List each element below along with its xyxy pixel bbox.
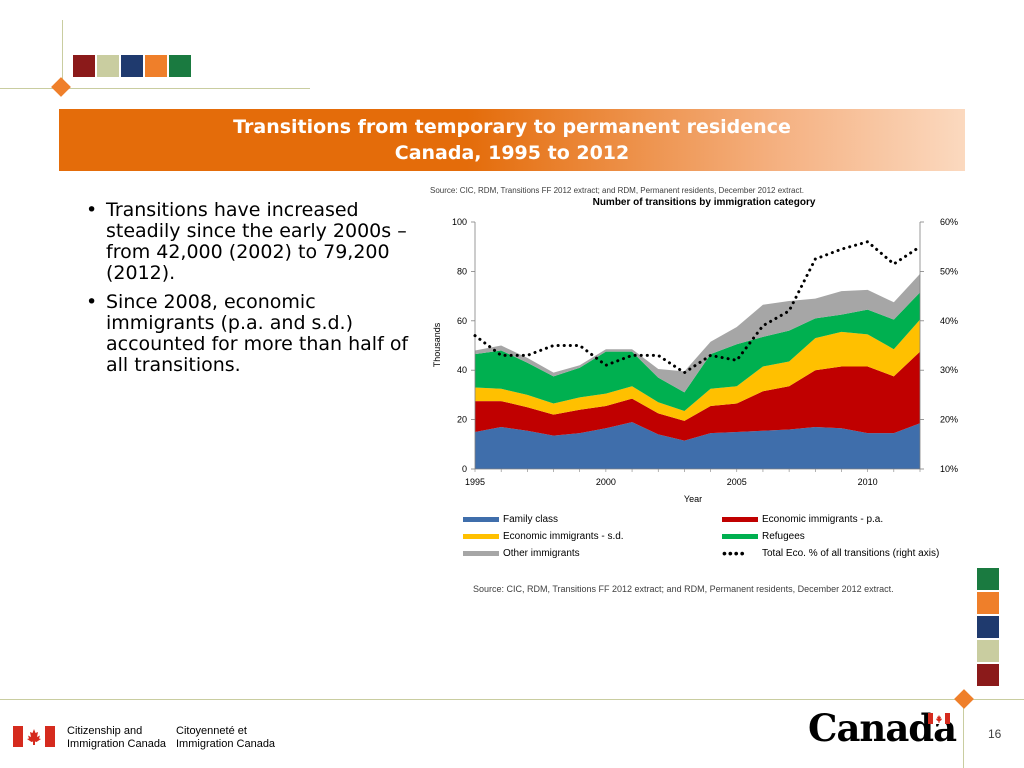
area-series-other [475, 273, 920, 393]
y-axis-label: Thousands [432, 322, 442, 367]
dept-name-fr-line1: Citoyenneté et [176, 725, 247, 737]
x-axis-label: Year [684, 494, 702, 504]
y-tick-label: 40 [457, 365, 467, 375]
legend-swatch-eco-share: •••• [722, 545, 746, 561]
color-square-1 [73, 55, 95, 77]
x-tick-label: 2010 [858, 477, 878, 487]
dept-name-en-line2: Immigration Canada [67, 738, 167, 750]
legend-swatch-eco-sd [463, 533, 499, 539]
y-tick-label: 60 [457, 316, 467, 326]
top-horizontal-rule [0, 88, 310, 89]
top-vertical-rule [62, 20, 63, 86]
legend-item-eco-share: •••• Total Eco. % of all transitions (ri… [722, 546, 939, 560]
legend-item-other: Other immigrants [463, 546, 580, 560]
legend-item-family: Family class [463, 512, 558, 526]
wordmark-flag-icon [928, 713, 950, 724]
area-series-family [475, 422, 920, 469]
bullet-text: Transitions have increased steadily sinc… [106, 199, 407, 284]
side-square-3 [977, 616, 999, 638]
y2-tick-label: 60% [940, 217, 958, 227]
x-tick-label: 2005 [727, 477, 747, 487]
chart-title: Number of transitions by immigration cat… [593, 197, 816, 208]
legend-swatch-family [463, 516, 499, 522]
legend-swatch-other [463, 550, 499, 556]
y2-tick-label: 50% [940, 266, 958, 276]
chart-bottom-source-note: Source: CIC, RDM, Transitions FF 2012 ex… [473, 584, 894, 594]
bottom-horizontal-rule [0, 699, 1024, 700]
bottom-diamond [954, 689, 974, 709]
color-square-5 [169, 55, 191, 77]
y-tick-label: 0 [462, 464, 467, 474]
legend-label-eco-pa: Economic immigrants - p.a. [762, 513, 884, 525]
dept-name-en-line1: Citizenship and [67, 725, 143, 737]
color-square-4 [145, 55, 167, 77]
chart-top-source-note: Source: CIC, RDM, Transitions FF 2012 ex… [430, 186, 804, 195]
legend-label-eco-sd: Economic immigrants - s.d. [503, 530, 624, 542]
canada-flag-icon [13, 726, 55, 747]
legend-item-eco-pa: Economic immigrants - p.a. [722, 512, 883, 526]
bullet-text: Since 2008, economic immigrants (p.a. an… [106, 291, 409, 376]
legend-label-other: Other immigrants [503, 547, 580, 559]
side-square-4 [977, 640, 999, 662]
y2-tick-label: 40% [940, 316, 958, 326]
slide-title-banner: Transitions from temporary to permanent … [59, 109, 965, 171]
color-square-2 [97, 55, 119, 77]
y-tick-label: 80 [457, 266, 467, 276]
y2-tick-label: 30% [940, 365, 958, 375]
x-tick-label: 1995 [465, 477, 485, 487]
side-square-1 [977, 568, 999, 590]
y2-tick-label: 20% [940, 415, 958, 425]
area-series-refugees [475, 292, 920, 411]
slide-title-line2: Canada, 1995 to 2012 [394, 142, 630, 164]
y2-tick-label: 10% [940, 464, 958, 474]
bullet-glyph: • [86, 291, 98, 313]
transitions-chart: Number of transitions by immigration cat… [432, 197, 958, 504]
x-tick-label: 2000 [596, 477, 616, 487]
side-square-2 [977, 592, 999, 614]
color-square-3 [121, 55, 143, 77]
bottom-vertical-rule [963, 700, 964, 768]
y-tick-label: 100 [452, 217, 467, 227]
legend-label-family: Family class [503, 513, 559, 525]
legend-swatch-eco-pa [722, 516, 758, 522]
page-number: 16 [988, 727, 1002, 741]
legend-item-eco-sd: Economic immigrants - s.d. [463, 529, 624, 543]
bullet-glyph: • [86, 199, 98, 221]
area-series-eco-pa [475, 351, 920, 441]
bullet-item: • Transitions have increased steadily si… [86, 200, 421, 284]
bullet-list: • Transitions have increased steadily si… [86, 200, 421, 384]
bullet-item: • Since 2008, economic immigrants (p.a. … [86, 292, 421, 376]
y-tick-label: 20 [457, 415, 467, 425]
area-series-eco-sd [475, 319, 920, 421]
top-diamond [51, 77, 71, 97]
legend-item-refugees: Refugees [722, 529, 805, 543]
slide-title-line1: Transitions from temporary to permanent … [233, 116, 791, 138]
legend-swatch-refugees [722, 533, 758, 539]
legend-label-refugees: Refugees [762, 530, 805, 542]
side-square-5 [977, 664, 999, 686]
legend-label-eco-share: Total Eco. % of all transitions (right a… [762, 547, 940, 559]
dept-name-fr-line2: Immigration Canada [176, 738, 276, 750]
